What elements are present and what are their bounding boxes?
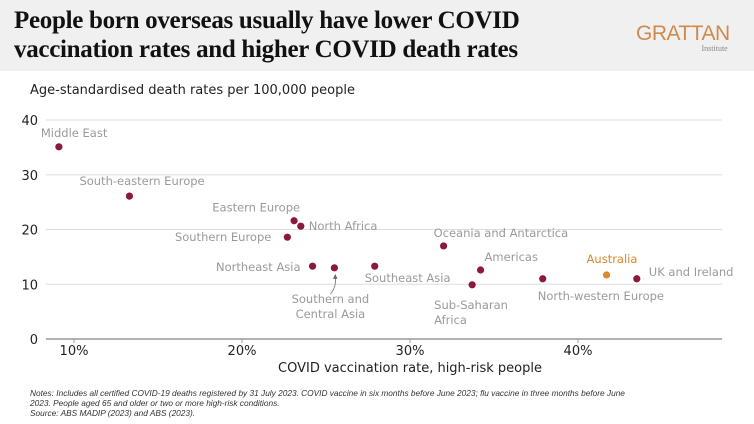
point-label-line: Americas [485, 250, 538, 264]
x-tick-label: 20% [228, 344, 257, 359]
data-point [297, 222, 305, 230]
point-label: Eastern Europe [212, 201, 300, 215]
x-tick-labels: 10% 20% 30% 40% [60, 344, 593, 359]
x-tick-label: 10% [60, 344, 89, 359]
data-point [283, 233, 291, 241]
gridlines [46, 119, 722, 343]
point-label-line: Northeast Asia [216, 260, 301, 274]
data-point [371, 262, 379, 270]
notes-line-2: 2023. People aged 65 and older or two or… [30, 398, 280, 408]
notes-line-1: Notes: Includes all certified COVID-19 d… [30, 388, 625, 398]
point-label: North Africa [309, 219, 378, 233]
chart-title-line-2: vaccination rates and higher COVID death… [14, 36, 518, 63]
point-label-line: Southeast Asia [365, 271, 451, 285]
point-labels: Middle East South-eastern Europe Eastern E… [41, 126, 734, 327]
y-tick-label: 30 [21, 169, 38, 184]
point-label-line: Central Asia [296, 307, 366, 321]
x-tick-label: 40% [564, 344, 593, 359]
data-point [468, 281, 476, 289]
y-tick-label: 10 [21, 278, 38, 293]
annotation-arrow [330, 273, 338, 295]
data-point [330, 264, 338, 272]
data-point [440, 242, 448, 250]
point-label: Australia [587, 252, 638, 266]
point-label-line: South-eastern Europe [79, 174, 204, 188]
point-label: Sub-Saharan Africa [434, 298, 508, 327]
point-label: Americas [485, 250, 538, 264]
source-line: Source: ABS MADIP (2023) and ABS (2023). [30, 408, 196, 418]
data-point [125, 192, 134, 200]
y-axis-label: Age-standardised death rates per 100,000… [30, 83, 355, 98]
point-label-line: Southern Europe [175, 230, 271, 244]
x-axis-label: COVID vaccination rate, high-risk people [278, 361, 542, 376]
point-label: Northeast Asia [216, 260, 301, 274]
point-label: Southeast Asia [365, 271, 451, 285]
logo-subtitle: Institute [701, 44, 728, 53]
point-label: Southern and Central Asia [292, 292, 370, 321]
chart-title-line-1: People born overseas usually have lower … [14, 7, 520, 34]
logo-wordmark: GRATTAN [636, 22, 730, 45]
point-label: South-eastern Europe [79, 174, 204, 188]
y-tick-label: 20 [21, 224, 38, 239]
point-label: North-western Europe [538, 289, 664, 303]
point-label-line: Oceania and Antarctica [434, 226, 569, 240]
point-label: UK and Ireland [649, 265, 734, 279]
data-point [55, 143, 63, 151]
data-point [476, 266, 485, 274]
x-tick-label: 30% [396, 344, 425, 359]
point-label-line: Sub-Saharan [434, 298, 508, 312]
point-label-line: North-western Europe [538, 289, 664, 303]
data-point [290, 217, 298, 225]
chart-title: People born overseas usually have lower … [14, 6, 520, 64]
data-point [602, 271, 611, 279]
grattan-logo: GRATTAN Institute [636, 22, 730, 53]
point-label-line: Eastern Europe [212, 201, 300, 215]
y-tick-label: 0 [30, 333, 38, 348]
point-label-line: Australia [587, 252, 638, 266]
data-point [633, 275, 641, 283]
point-label: Southern Europe [175, 230, 271, 244]
point-label: Middle East [41, 126, 108, 140]
point-label-line: Southern and [292, 292, 370, 306]
y-tick-labels: 0 10 20 30 40 [21, 114, 38, 348]
point-label-line: North Africa [309, 219, 378, 233]
data-point [308, 262, 317, 270]
arrow-head [332, 273, 338, 279]
data-points [55, 143, 641, 289]
point-label-line: UK and Ireland [649, 265, 734, 279]
y-tick-label: 40 [21, 114, 38, 129]
point-label-line: Middle East [41, 126, 108, 140]
data-point [539, 275, 547, 283]
point-label: Oceania and Antarctica [434, 226, 569, 240]
chart-header: People born overseas usually have lower … [0, 0, 754, 71]
chart-notes: Notes: Includes all certified COVID-19 d… [30, 388, 750, 418]
point-label-line: Africa [434, 313, 467, 327]
